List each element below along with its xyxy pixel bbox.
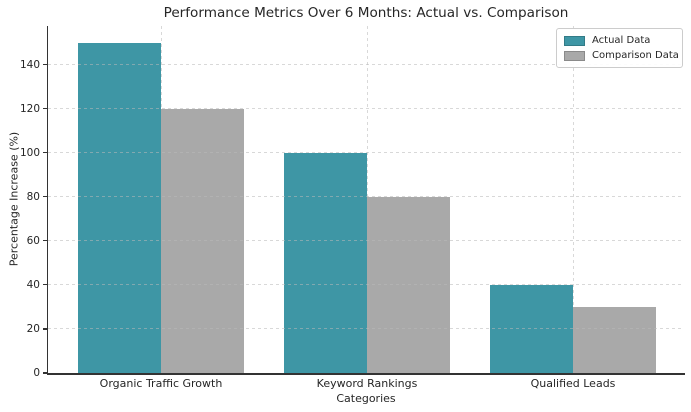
y-tick-label-80: 80 [26,190,40,203]
legend-label-comparison: Comparison Data [592,50,679,61]
y-tick-mark-100 [43,152,47,154]
y-tick-mark-140 [43,63,47,66]
y-tick-mark-0 [43,372,47,374]
y-tick-label-120: 120 [19,102,40,115]
chart-title: Performance Metrics Over 6 Months: Actua… [163,5,569,21]
gridline-h-120 [48,108,684,110]
x-tick-label-2: Qualified Leads [530,377,616,390]
y-tick-label-60: 60 [26,234,40,247]
y-tick-mark-80 [43,196,47,198]
y-tick-label-0: 0 [33,367,40,379]
plot-area [47,26,685,375]
x-axis-spine [47,372,685,375]
y-tick-label-140: 140 [19,58,40,71]
y-axis-label: Percentage Increase (%) [7,131,21,267]
bar-actual-1 [284,152,367,373]
y-tick-mark-40 [43,284,47,286]
x-tick-label-0: Organic Traffic Growth [99,377,223,390]
legend-swatch-actual [564,35,585,46]
y-tick-mark-20 [43,328,47,330]
y-tick-label-100: 100 [19,146,40,159]
y-tick-label-40: 40 [26,278,40,291]
gridline-h-60 [48,240,684,242]
legend-label-actual: Actual Data [592,35,651,46]
legend-swatch-comparison [564,50,585,61]
x-axis-label: Categories [336,392,396,405]
y-tick-mark-120 [43,108,47,110]
gridline-h-140 [48,64,684,66]
gridline-h-100 [48,152,684,154]
x-tick-label-1: Keyword Rankings [316,377,418,390]
y-axis-spine [47,26,49,374]
y-tick-label-20: 20 [26,322,40,335]
bar-actual-0 [78,42,161,373]
gridline-h-20 [48,328,684,330]
y-tick-mark-60 [43,240,47,242]
legend: Actual Data Comparison Data [556,28,683,68]
gridline-h-80 [48,196,684,198]
gridline-v-2 [572,26,574,373]
legend-item-comparison: Comparison Data [564,48,679,63]
bar-comparison-2 [573,306,656,373]
legend-item-actual: Actual Data [564,33,675,48]
gridline-h-40 [48,284,684,286]
